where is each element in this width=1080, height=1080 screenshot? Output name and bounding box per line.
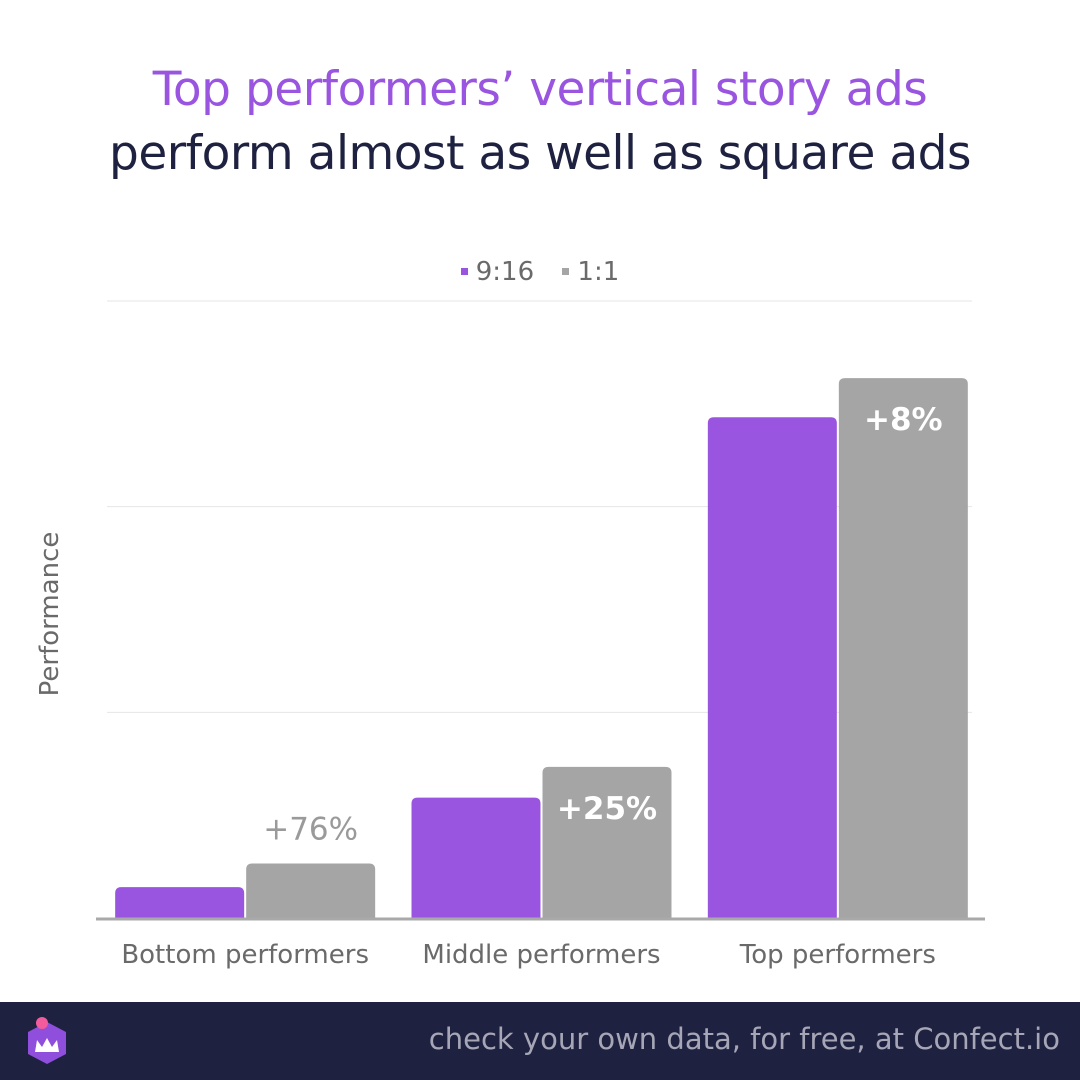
footer-text: check your own data, for free, at Confec… — [428, 1022, 1060, 1056]
legend-item-11: 1:1 — [562, 257, 619, 287]
bar-916-1 — [411, 797, 541, 918]
data-label-0: +76% — [263, 811, 358, 847]
x-tick-label-1: Middle performers — [422, 940, 660, 970]
bar-916-2 — [707, 417, 837, 918]
title-line-2: perform almost as well as square ads — [109, 126, 971, 181]
legend-item-916: 9:16 — [460, 256, 535, 287]
bar-11-2 — [838, 378, 968, 918]
bar-11-0 — [246, 863, 376, 918]
x-tick-label-0: Bottom performers — [121, 940, 369, 970]
legend: 9:16 1:1 — [0, 252, 1080, 287]
bar-chart: +76% Bottom performers +25% Middle performe… — [96, 300, 985, 970]
confect-logo-icon — [28, 1017, 66, 1064]
legend-swatch-916 — [460, 268, 468, 275]
chart-title: Top performers’ vertical story ads perfo… — [0, 58, 1080, 186]
bar-916-0 — [115, 887, 245, 918]
legend-label-916: 9:16 — [475, 256, 535, 287]
data-label-2: +8% — [864, 402, 943, 438]
legend-swatch-11 — [562, 268, 570, 275]
title-line-1: Top performers’ vertical story ads — [152, 62, 928, 117]
footer-bar: check your own data, for free, at Confec… — [0, 1002, 1080, 1080]
data-label-1: +25% — [557, 791, 657, 827]
x-tick-label-2: Top performers — [739, 940, 936, 970]
bar-11-1 — [542, 766, 672, 918]
legend-label-11: 1:1 — [577, 256, 620, 287]
